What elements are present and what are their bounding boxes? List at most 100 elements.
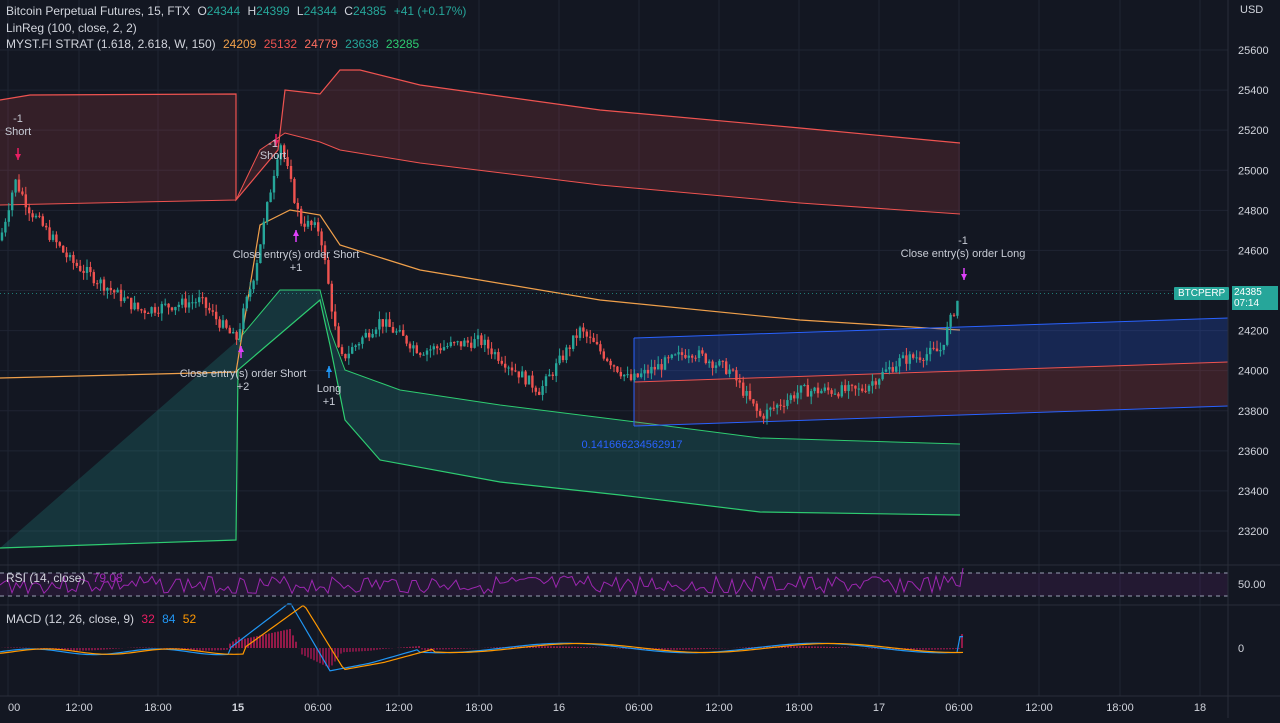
candle-body xyxy=(701,350,704,354)
candle-body xyxy=(28,207,31,214)
candle-body xyxy=(266,202,269,222)
rsi-legend[interactable]: RSI (14, close) 79.08 xyxy=(6,571,127,585)
candle-body xyxy=(45,225,48,228)
candle-body xyxy=(344,353,347,359)
macd-label[interactable]: MACD (12, 26, close, 9) xyxy=(6,612,135,626)
candle-body xyxy=(113,290,116,293)
linreg-label[interactable]: LinReg (100, close, 2, 2) xyxy=(6,21,137,35)
linreg-lower-line xyxy=(633,405,1229,427)
candle-body xyxy=(572,335,575,349)
rsi-pane[interactable] xyxy=(0,567,1228,597)
trade-markers xyxy=(15,134,967,378)
candle-body xyxy=(357,343,361,346)
macd-pane[interactable] xyxy=(0,603,964,672)
symbol-legend[interactable]: Bitcoin Perpetual Futures, 15, FTX O2434… xyxy=(6,4,470,18)
candle-body xyxy=(939,349,942,352)
candle-body xyxy=(351,347,354,354)
candle-body xyxy=(395,331,398,333)
candle-body xyxy=(901,355,905,359)
candle-body xyxy=(279,145,282,160)
candle-body xyxy=(289,165,293,179)
candle-body xyxy=(915,357,918,359)
time-tick-label: 18:00 xyxy=(1106,702,1134,714)
candle-body xyxy=(684,354,687,358)
price-tick-label: 24800 xyxy=(1238,205,1269,217)
time-tick-label: 06:00 xyxy=(625,702,653,714)
candle-body xyxy=(487,339,490,349)
candle-body xyxy=(235,331,238,340)
candle-body xyxy=(17,179,21,192)
candle-body xyxy=(79,265,82,271)
candle-body xyxy=(497,352,500,361)
lower-band-outer xyxy=(0,298,961,549)
candle-body xyxy=(517,371,520,378)
candle-body xyxy=(578,327,582,338)
candle-body xyxy=(524,371,527,385)
candle-body xyxy=(606,358,609,361)
candle-body xyxy=(313,222,316,226)
candle-body xyxy=(429,349,432,351)
linreg-mid-line xyxy=(633,361,1229,383)
candle-body xyxy=(211,310,214,312)
candle-body xyxy=(238,329,242,340)
candle-body xyxy=(895,366,898,372)
candle-body xyxy=(150,307,153,314)
candle-body xyxy=(891,367,894,372)
linreg-legend[interactable]: LinReg (100, close, 2, 2) xyxy=(6,21,141,35)
linreg-channel xyxy=(633,317,1229,427)
candle-body xyxy=(680,352,684,355)
candle-body xyxy=(691,355,694,358)
myst-value-upper2: 25132 xyxy=(263,37,298,51)
candle-body xyxy=(51,234,55,240)
candle-body xyxy=(276,159,279,176)
candle-body xyxy=(204,297,208,308)
candle-body xyxy=(585,331,588,337)
candle-body xyxy=(415,345,418,354)
candle-body xyxy=(531,375,534,388)
time-tick-label: 06:00 xyxy=(945,702,973,714)
candle-body xyxy=(779,404,782,406)
candle-body xyxy=(99,279,102,284)
candle-body xyxy=(14,179,17,193)
candle-body xyxy=(548,374,551,377)
candle-body xyxy=(558,355,561,364)
price-change: +41 (+0.17%) xyxy=(393,4,467,18)
candle-body xyxy=(602,351,605,359)
candle-body xyxy=(374,329,378,334)
close-short-arrow xyxy=(293,230,299,236)
candle-body xyxy=(446,346,449,348)
candle-body xyxy=(221,320,225,328)
candle-body xyxy=(476,335,480,340)
candle-body xyxy=(813,387,816,392)
macd-hist-value: 32 xyxy=(141,612,155,626)
candle-body xyxy=(633,373,636,381)
candle-body xyxy=(439,348,442,351)
candle-body xyxy=(167,303,170,308)
candle-body xyxy=(191,302,194,304)
candle-body xyxy=(527,375,531,385)
candle-body xyxy=(153,307,157,313)
rsi-label[interactable]: RSI (14, close) xyxy=(6,571,86,585)
myst-legend[interactable]: MYST.FI STRAT (1.618, 2.618, W, 150) 242… xyxy=(6,37,423,51)
macd-legend[interactable]: MACD (12, 26, close, 9) 32 84 52 xyxy=(6,612,200,626)
candle-body xyxy=(96,283,99,285)
candle-body xyxy=(133,302,136,310)
candle-body xyxy=(636,373,639,377)
symbol-price-tag[interactable]: BTCPERP xyxy=(1174,287,1230,300)
time-axis[interactable]: 00 12:00 18:00 15 06:00 12:00 18:00 16 06:00 12:0… xyxy=(8,702,1206,714)
symbol-title[interactable]: Bitcoin Perpetual Futures, 15, FTX xyxy=(6,4,191,18)
price-tick-label: 25200 xyxy=(1238,125,1269,137)
candle-body xyxy=(225,320,228,328)
last-price-tag[interactable]: 24385 07:14 xyxy=(1232,286,1278,310)
candle-body xyxy=(888,367,891,370)
myst-label[interactable]: MYST.FI STRAT (1.618, 2.618, W, 150) xyxy=(6,37,216,51)
time-tick-label: 12:00 xyxy=(385,702,413,714)
candle-body xyxy=(473,339,476,348)
candle-body xyxy=(368,332,371,338)
candle-body xyxy=(466,340,469,343)
candle-body xyxy=(123,297,126,302)
candle-body xyxy=(422,354,425,356)
